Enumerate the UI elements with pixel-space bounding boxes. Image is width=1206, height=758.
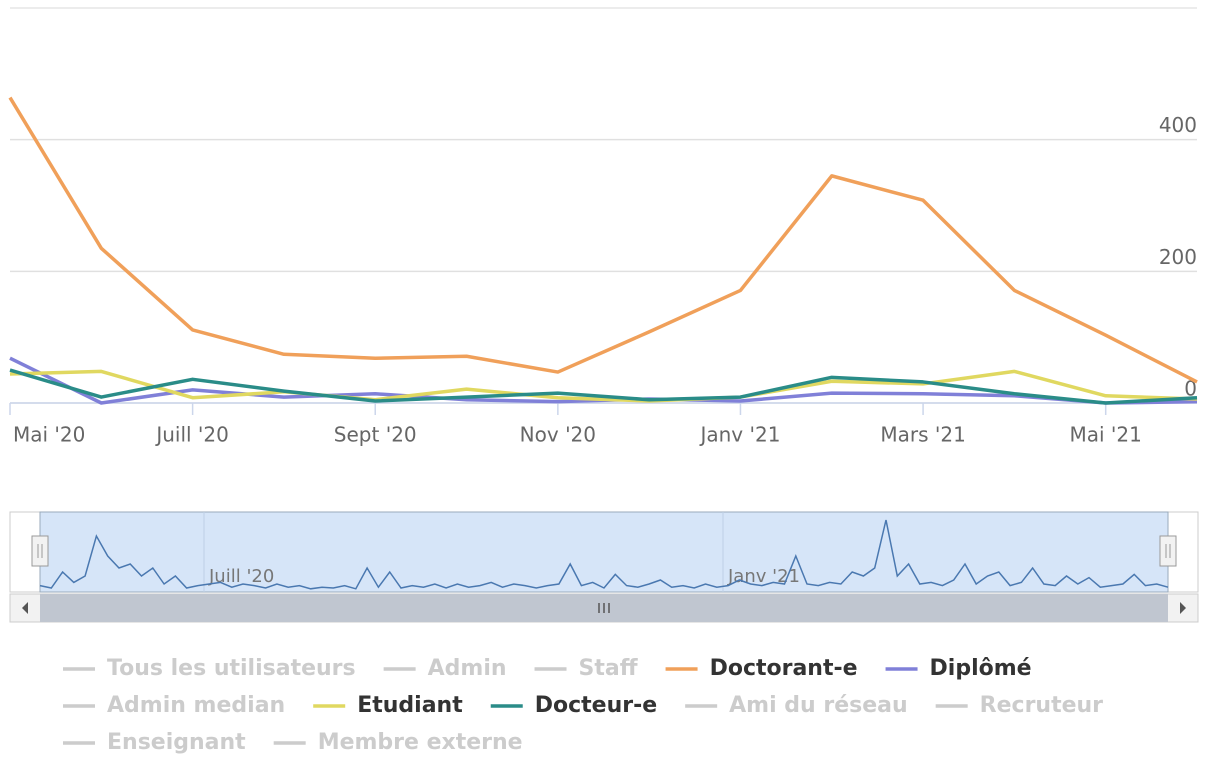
legend-item[interactable]: Staff xyxy=(534,656,639,681)
legend-item[interactable]: Tous les utilisateurs xyxy=(63,656,356,681)
legend-label: Staff xyxy=(579,656,639,681)
navigator-label: Juill '20 xyxy=(208,566,274,587)
legend-item[interactable]: Ami du réseau xyxy=(685,693,908,718)
legend-label: Admin xyxy=(428,656,507,681)
legend-item[interactable]: Doctorant-e xyxy=(665,656,858,681)
legend-label: Ami du réseau xyxy=(729,693,908,718)
scrollbar-grip xyxy=(598,603,610,613)
legend-label: Enseignant xyxy=(107,730,246,755)
navigator-line xyxy=(39,519,1169,590)
legend-item[interactable]: Etudiant xyxy=(313,693,463,718)
legend-item[interactable]: Docteur-e xyxy=(490,693,657,718)
legend-item[interactable]: Diplômé xyxy=(885,656,1032,681)
x-tick-label: Mars '21 xyxy=(880,423,965,447)
legend-label: Docteur-e xyxy=(535,693,657,718)
legend-label: Tous les utilisateurs xyxy=(107,656,356,681)
series-line xyxy=(8,96,1198,384)
legend-item[interactable]: Admin median xyxy=(63,693,285,718)
x-tick-label: Juill '20 xyxy=(154,423,229,447)
x-tick-label: Janv '21 xyxy=(698,423,780,447)
x-tick-label: Mai '21 xyxy=(1070,423,1142,447)
legend-label: Etudiant xyxy=(357,693,463,718)
x-tick-label: Nov '20 xyxy=(520,423,596,447)
x-tick-label: Sept '20 xyxy=(334,423,417,447)
series-line xyxy=(9,368,1198,405)
y-tick-label: 400 xyxy=(1159,113,1197,137)
y-tick-label: 200 xyxy=(1159,245,1197,269)
scroll-right-arrow[interactable] xyxy=(1180,602,1186,614)
scroll-left-arrow[interactable] xyxy=(22,602,28,614)
legend-label: Diplômé xyxy=(930,656,1032,681)
navigator-label: Janv '21 xyxy=(727,566,800,587)
legend-label: Doctorant-e xyxy=(710,656,858,681)
series-line xyxy=(9,369,1198,403)
legend-label: Membre externe xyxy=(318,730,523,755)
legend-label: Recruteur xyxy=(980,693,1104,718)
legend-item[interactable]: Enseignant xyxy=(63,730,246,755)
y-tick-label: 0 xyxy=(1184,377,1197,401)
navigator-handles[interactable] xyxy=(31,535,1177,567)
legend-label: Admin median xyxy=(107,693,285,718)
legend-item[interactable]: Admin xyxy=(383,656,507,681)
legend-item[interactable]: Recruteur xyxy=(935,693,1104,718)
x-tick-label: Mai '20 xyxy=(13,423,85,447)
legend-item[interactable]: Membre externe xyxy=(273,730,523,755)
navigator-mask xyxy=(39,511,1169,593)
